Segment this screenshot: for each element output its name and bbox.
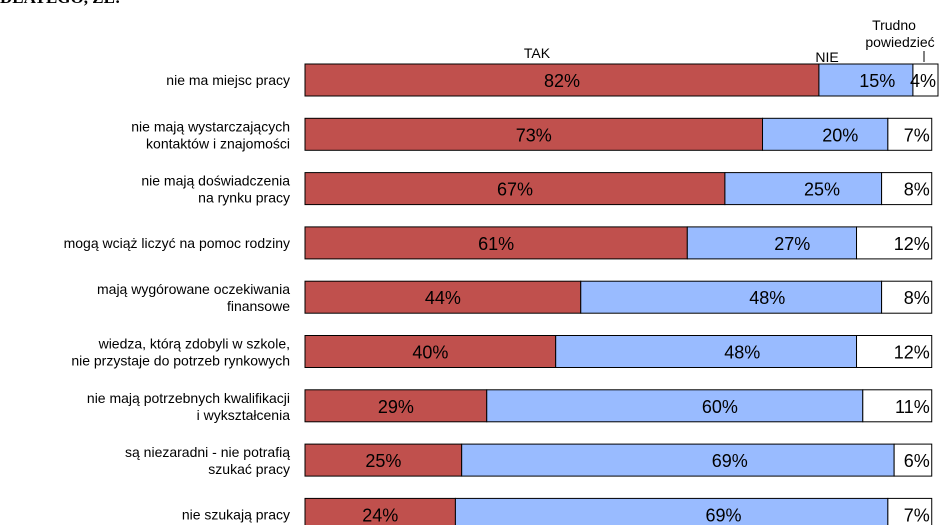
data-label: 40% <box>412 343 448 363</box>
data-label: 12% <box>894 343 930 363</box>
bar-segment-tak <box>304 172 726 206</box>
bar-segment-nie <box>818 63 914 97</box>
data-label: 60% <box>702 397 738 417</box>
chart-legend: TAK NIE Trudno powiedzieć <box>524 17 935 65</box>
bar-segment-trudno <box>856 226 933 260</box>
data-label: 73% <box>516 125 552 145</box>
data-label: 69% <box>706 505 742 525</box>
bar-segment-tak <box>304 117 764 151</box>
data-label: 7% <box>904 125 930 145</box>
data-label: 24% <box>362 505 398 525</box>
bar-segment-trudno <box>887 497 933 525</box>
data-label: 8% <box>904 288 930 308</box>
bar-segment-trudno <box>881 172 933 206</box>
bar-segment-tak <box>304 389 488 423</box>
bar-segment-trudno <box>912 63 939 97</box>
bar-segment-nie <box>555 335 858 368</box>
legend-label-trudno: Trudno <box>872 17 916 33</box>
category-label: mogą wciąż liczyć na pomoc rodziny <box>64 235 290 251</box>
bar-segment-nie <box>461 443 895 477</box>
bar-segment-nie <box>580 280 883 314</box>
bar-segment-trudno <box>862 389 933 423</box>
bar-segment-tak <box>304 443 463 477</box>
category-label: na rynku pracy <box>198 190 290 206</box>
bar-segment-nie <box>486 389 864 423</box>
legend-label-nie: NIE <box>815 49 838 65</box>
data-label: 6% <box>904 451 930 471</box>
data-label: 82% <box>544 71 580 91</box>
category-label: nie mają doświadczenia <box>141 173 290 189</box>
category-label: i wykształcenia <box>197 407 291 423</box>
category-label: mają wygórowane oczekiwania <box>97 281 290 297</box>
bar-segment-trudno <box>856 335 933 368</box>
bar-segment-nie <box>454 497 889 525</box>
category-label: szukać pracy <box>208 461 290 477</box>
bar-segment-trudno <box>893 443 933 477</box>
category-label: nie mają potrzebnych kwalifikacji <box>87 390 290 406</box>
data-label: 61% <box>478 234 514 254</box>
data-label: 44% <box>425 288 461 308</box>
bar-segment-tak <box>304 497 456 525</box>
bar-segment-tak <box>304 226 688 260</box>
data-label: 67% <box>497 180 533 200</box>
data-label: 12% <box>894 234 930 254</box>
chart-heading: DLATEGO, ŻE: <box>0 0 121 8</box>
data-label: 4% <box>910 71 936 91</box>
bar-group: nie ma miejsc pracy 82% 15% 4% nie mają wyst… <box>64 63 939 525</box>
data-label: 11% <box>895 397 930 417</box>
bar-segment-trudno <box>887 117 933 151</box>
bar-segment-nie <box>762 117 889 151</box>
category-label: nie szukają pracy <box>182 506 290 522</box>
data-label: 29% <box>378 397 414 417</box>
category-label: finansowe <box>227 298 290 314</box>
data-label: 20% <box>822 125 858 145</box>
bar-segment-tak <box>304 335 557 368</box>
data-label: 25% <box>365 451 401 471</box>
category-label: nie ma miejsc pracy <box>166 72 290 88</box>
category-label: nie mają wystarczających <box>131 118 290 134</box>
bar-segment-trudno <box>881 280 933 314</box>
data-label: 69% <box>712 451 748 471</box>
category-label: są niezaradni - nie potrafią <box>125 444 290 460</box>
bar-segment-nie <box>686 226 858 260</box>
bar-segment-nie <box>724 172 883 206</box>
legend-label-tak: TAK <box>524 45 551 61</box>
bar-segment-tak <box>304 280 582 314</box>
category-label: nie przystaje do potrzeb rynkowych <box>71 353 290 369</box>
data-label: 8% <box>904 180 930 200</box>
legend-label-powiedziec: powiedzieć <box>865 34 934 50</box>
category-label: kontaktów i znajomości <box>146 135 290 151</box>
data-label: 48% <box>749 288 785 308</box>
bar-segment-tak <box>304 63 820 97</box>
data-label: 27% <box>774 234 810 254</box>
data-label: 25% <box>804 180 840 200</box>
data-label: 7% <box>904 505 930 525</box>
category-label: wiedza, którą zdobyli w szkole, <box>98 336 290 352</box>
data-label: 15% <box>859 71 895 91</box>
data-label: 48% <box>724 343 760 363</box>
